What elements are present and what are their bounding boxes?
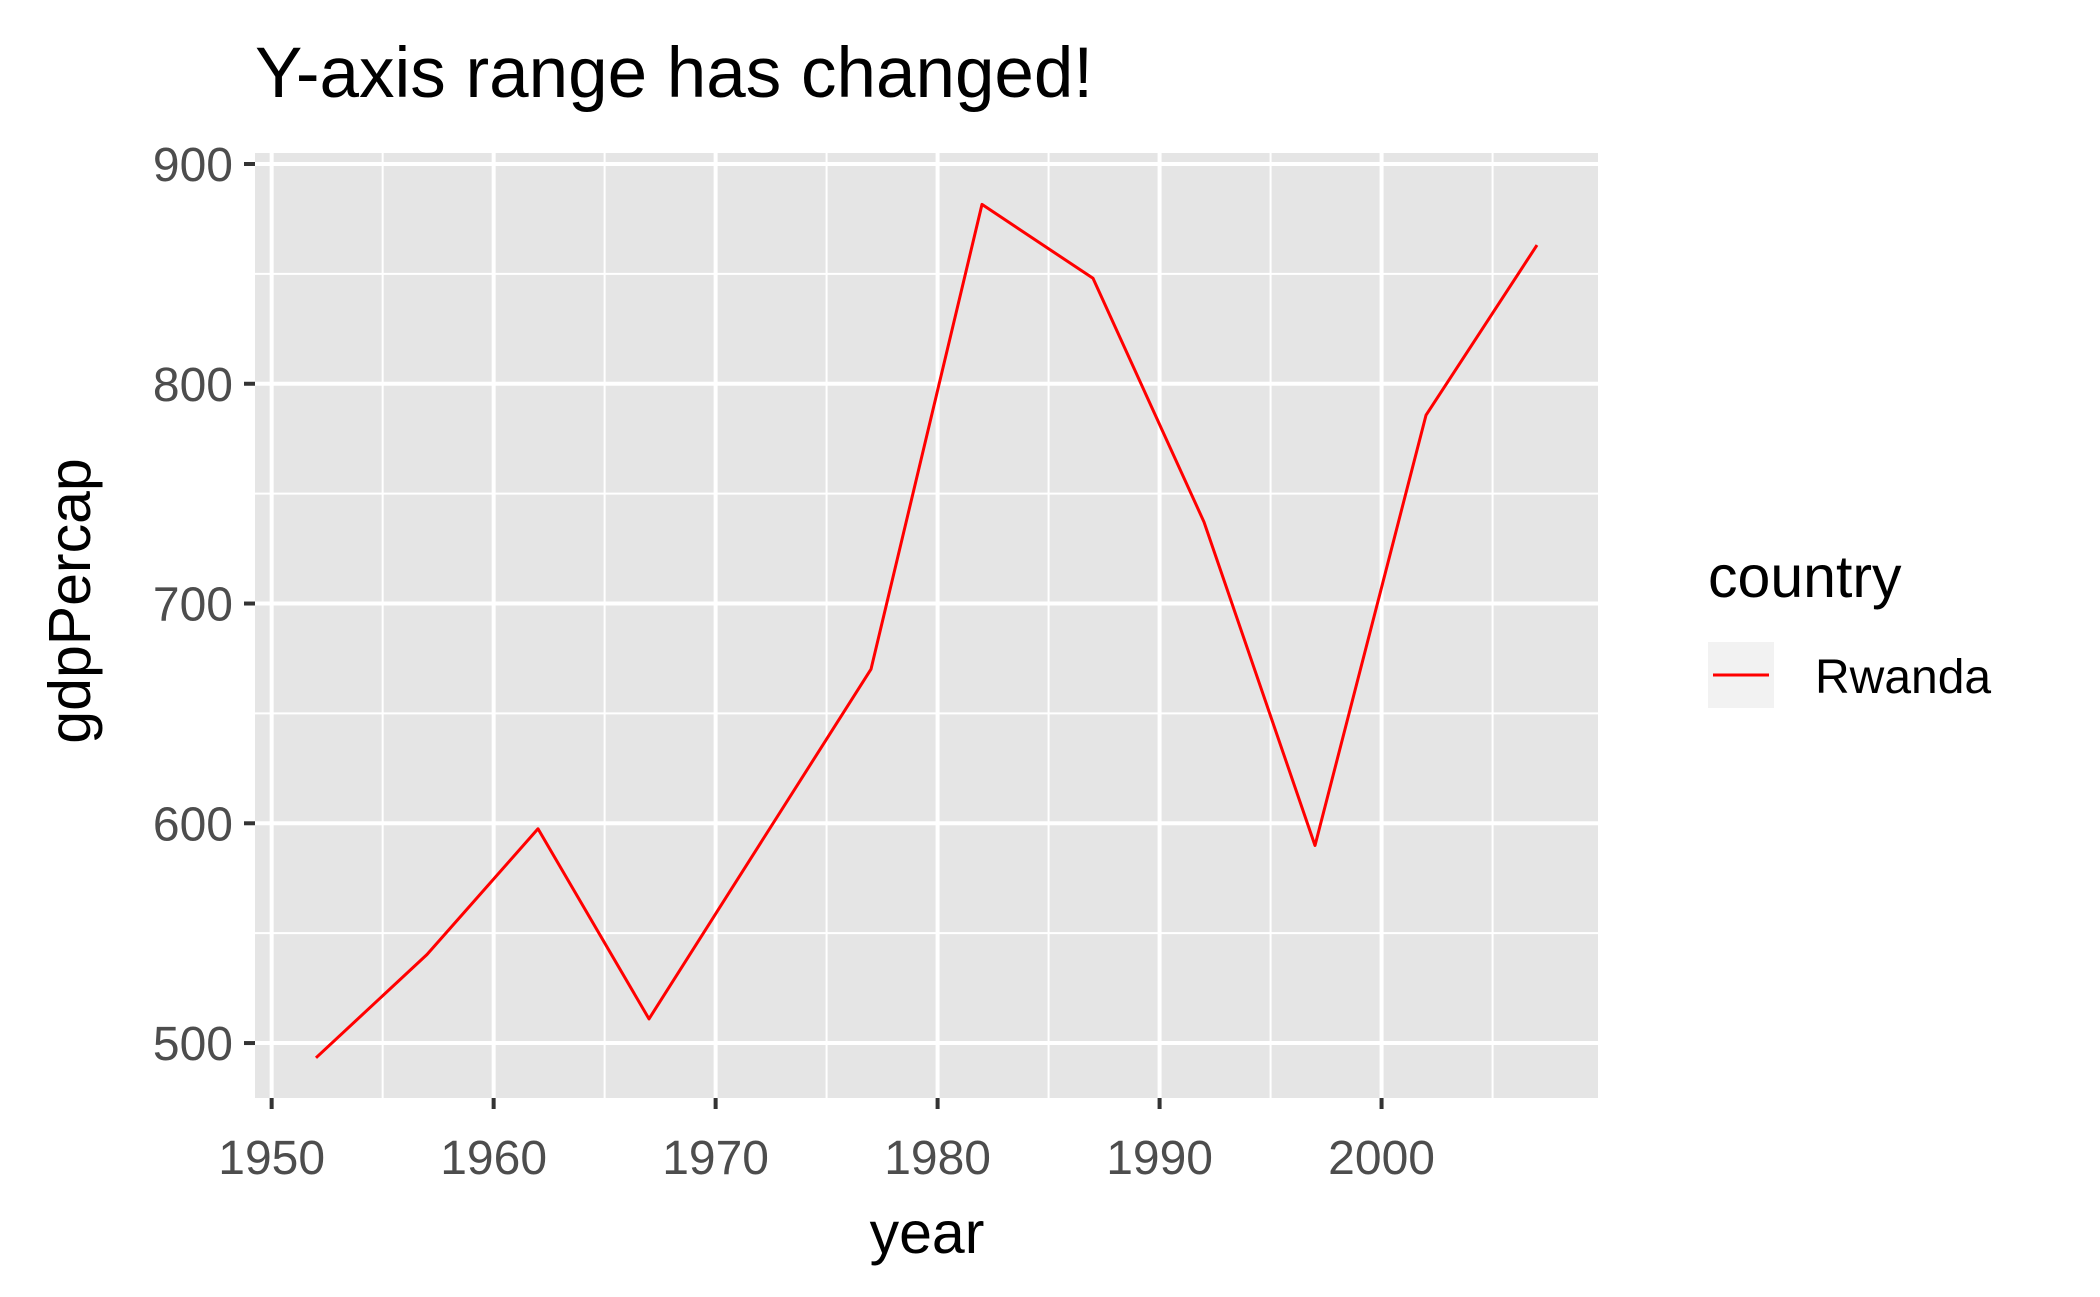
y-tick-label: 500 — [153, 1018, 233, 1071]
series-layer — [314, 202, 1539, 1059]
y-tick-label: 800 — [153, 359, 233, 412]
y-tick-label: 900 — [153, 139, 233, 192]
chart-title: Y-axis range has changed! — [255, 34, 1093, 113]
major-gridlines — [255, 153, 1598, 1098]
x-tick-label: 1990 — [1106, 1132, 1213, 1185]
x-tick-label: 1960 — [440, 1132, 547, 1185]
x-tick-label: 1970 — [662, 1132, 769, 1185]
x-tick-label: 1980 — [884, 1132, 991, 1185]
series-line-rwanda — [314, 202, 1539, 1059]
legend: country Rwanda — [1708, 544, 1991, 708]
x-tick-label: 1950 — [218, 1132, 325, 1185]
legend-title: country — [1708, 544, 1902, 610]
y-axis: 500 600 700 800 900 — [153, 139, 255, 1071]
x-tick-label: 2000 — [1328, 1132, 1435, 1185]
legend-label-rwanda: Rwanda — [1815, 651, 1991, 704]
y-tick-label: 600 — [153, 798, 233, 851]
plot-panel — [255, 153, 1598, 1098]
x-axis: 1950 1960 1970 1980 1990 2000 — [218, 1098, 1435, 1185]
y-tick-label: 700 — [153, 579, 233, 632]
x-axis-title: year — [870, 1200, 985, 1266]
y-axis-title: gdpPercap — [37, 458, 103, 743]
